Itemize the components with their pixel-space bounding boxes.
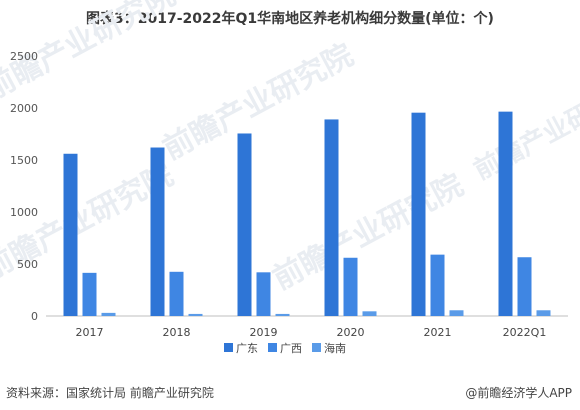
legend-label: 广东	[236, 342, 258, 355]
bar-海南-2020	[362, 311, 377, 316]
bar-海南-2019	[275, 313, 290, 316]
y-tick-label: 2500	[10, 50, 38, 63]
bar-海南-2021	[449, 310, 464, 316]
source-note: 资料来源：国家统计局 前瞻产业研究院	[6, 386, 214, 400]
bar-广东-2017	[63, 153, 78, 316]
y-tick-label: 2000	[10, 102, 38, 115]
legend-swatch	[268, 343, 277, 352]
watermark-text: 前瞻产业研究院	[469, 73, 580, 186]
y-tick-label: 500	[17, 258, 38, 271]
chart-title: 图表3：2017-2022年Q1华南地区养老机构细分数量(单位：个)	[86, 11, 494, 27]
y-tick-label: 1000	[10, 206, 38, 219]
credit-note: @前瞻经济学人APP	[465, 386, 572, 400]
bar-广西-2017	[82, 272, 97, 316]
bar-广东-2022Q1	[498, 111, 513, 316]
bar-海南-2022Q1	[536, 310, 551, 316]
bar-广西-2018	[169, 271, 184, 316]
bar-广东-2018	[150, 147, 165, 316]
y-tick-label: 0	[31, 310, 38, 323]
x-tick-label: 2020	[337, 326, 365, 339]
bar-广西-2022Q1	[517, 257, 532, 316]
bar-广西-2019	[256, 272, 271, 316]
x-tick-label: 2021	[424, 326, 452, 339]
chart-bars: 2017 2018 2019 2020 2021 2022Q1	[63, 111, 551, 339]
legend-swatch	[312, 343, 321, 352]
chart-axes: 0 500 1000 1500 2000 2500	[10, 50, 568, 323]
bar-广东-2020	[324, 119, 339, 316]
legend-label: 海南	[324, 341, 346, 355]
bar-广东-2021	[411, 112, 426, 317]
bar-海南-2018	[188, 313, 203, 316]
bar-广西-2021	[430, 254, 445, 316]
legend-swatch	[224, 343, 233, 352]
bar-广西-2020	[343, 257, 358, 316]
chart-legend: 广东 广西 海南	[224, 341, 346, 355]
bar-广东-2019	[237, 133, 252, 316]
x-tick-label: 2019	[250, 326, 278, 339]
x-tick-label: 2018	[163, 326, 191, 339]
bar-海南-2017	[101, 312, 116, 316]
y-tick-label: 1500	[10, 154, 38, 167]
x-tick-label: 2022Q1	[503, 326, 547, 339]
x-tick-label: 2017	[76, 326, 104, 339]
legend-label: 广西	[280, 342, 302, 355]
